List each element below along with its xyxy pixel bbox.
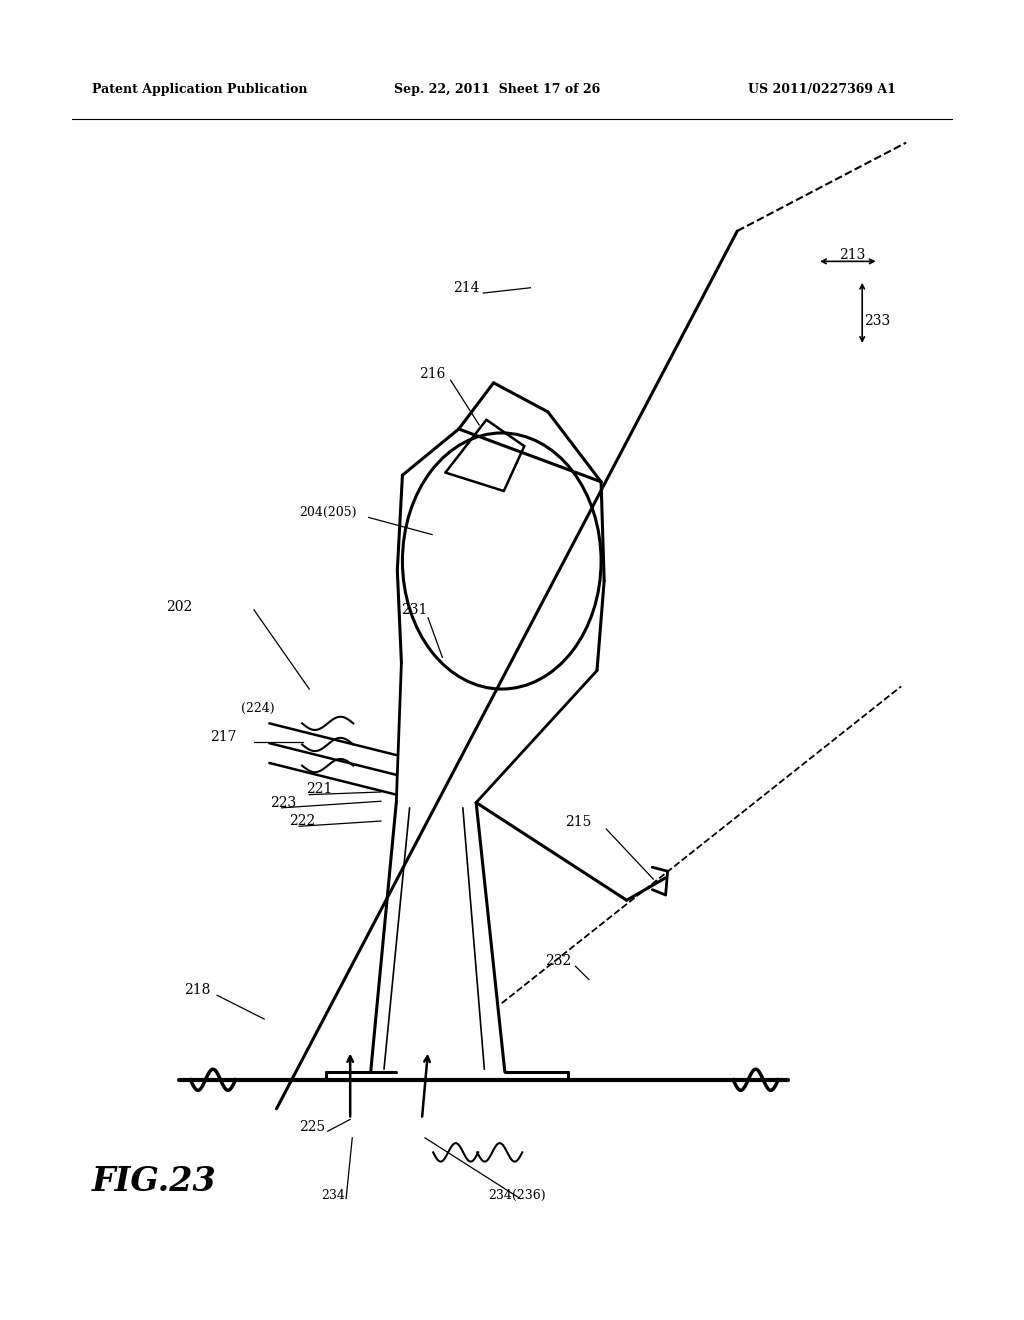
Text: 234(236): 234(236) bbox=[488, 1189, 546, 1203]
Text: 214: 214 bbox=[453, 281, 479, 294]
Text: 216: 216 bbox=[419, 367, 445, 380]
Text: 234: 234 bbox=[321, 1189, 345, 1203]
Text: 222: 222 bbox=[289, 814, 315, 828]
Text: (224): (224) bbox=[242, 702, 274, 715]
Text: 217: 217 bbox=[210, 730, 237, 743]
Text: 204(205): 204(205) bbox=[299, 506, 356, 519]
Text: 202: 202 bbox=[166, 601, 193, 614]
Text: 231: 231 bbox=[401, 603, 428, 616]
Text: 232: 232 bbox=[545, 954, 571, 968]
Text: 223: 223 bbox=[270, 796, 297, 809]
Text: 218: 218 bbox=[184, 983, 211, 997]
Text: FIG.23: FIG.23 bbox=[92, 1166, 217, 1199]
Text: 225: 225 bbox=[299, 1121, 326, 1134]
Text: Patent Application Publication: Patent Application Publication bbox=[92, 83, 307, 96]
Text: 233: 233 bbox=[864, 314, 891, 327]
Text: 213: 213 bbox=[839, 248, 865, 261]
Text: US 2011/0227369 A1: US 2011/0227369 A1 bbox=[748, 83, 895, 96]
Text: 221: 221 bbox=[306, 783, 333, 796]
Text: 215: 215 bbox=[565, 816, 592, 829]
Text: Sep. 22, 2011  Sheet 17 of 26: Sep. 22, 2011 Sheet 17 of 26 bbox=[394, 83, 600, 96]
